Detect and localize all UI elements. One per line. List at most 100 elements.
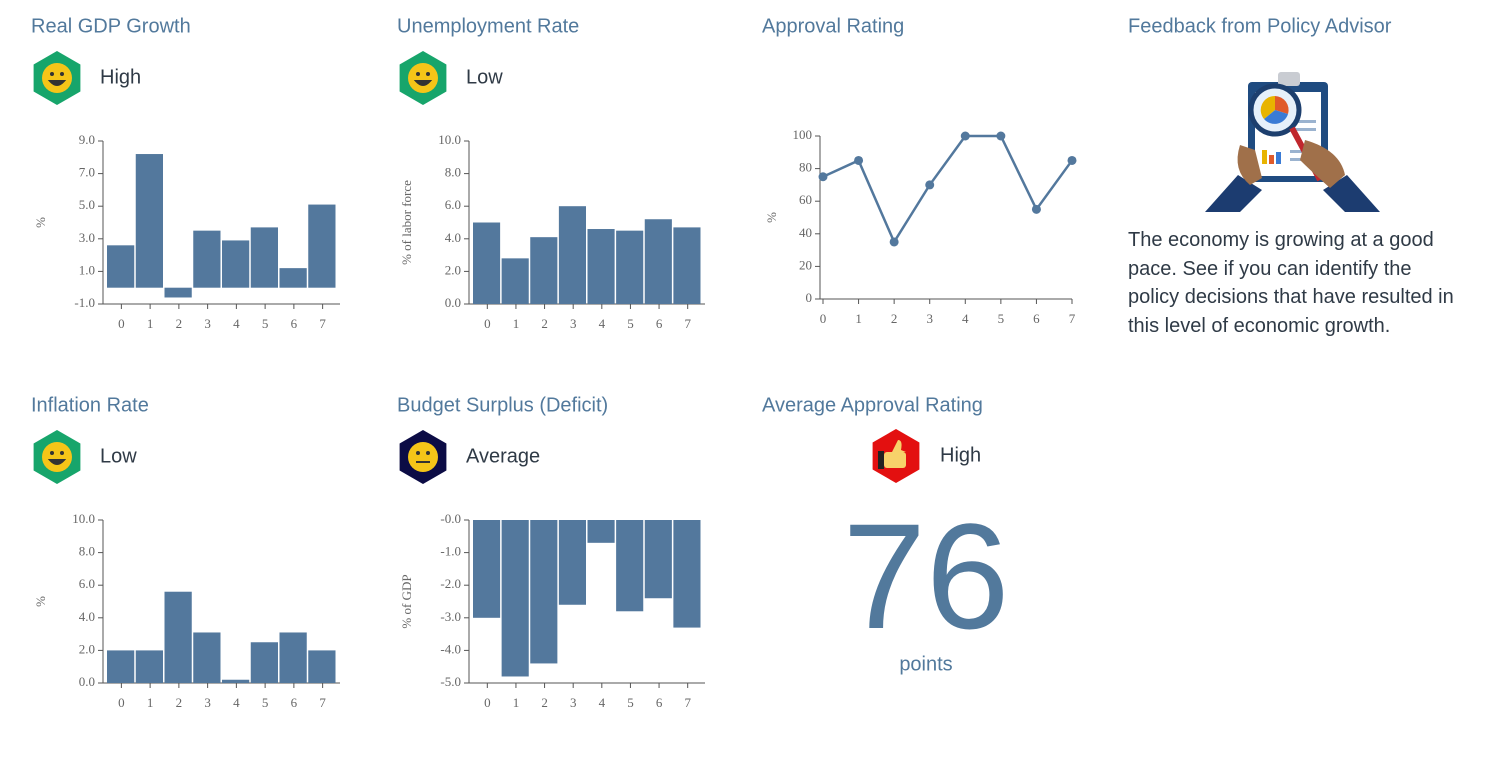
x-tick-label: 4 [233,695,240,710]
summary-status: High [940,444,981,466]
bar [530,520,558,664]
status-label: Low [466,66,503,88]
feedback-title: Feedback from Policy Advisor [1128,15,1392,37]
bar [164,591,192,683]
y-tick-label: -3.0 [440,609,461,624]
icon-eye [426,72,430,76]
chart-title: Unemployment Rate [397,15,579,37]
x-tick-label: 0 [118,695,125,710]
x-tick-label: 2 [176,695,183,710]
point [996,131,1006,141]
status-icon [33,430,81,484]
bar [616,230,644,304]
point [818,172,828,182]
y-tick-label: 20 [799,257,812,272]
bar [222,679,250,683]
y-tick-label: 6.0 [445,197,461,212]
bar [473,222,501,304]
feedback-text: The economy is growing at a good pace. S… [1128,229,1454,337]
x-tick-label: 3 [570,695,577,710]
bar [673,227,701,304]
y-tick-label: 80 [799,160,812,175]
bar [193,632,221,683]
bar [673,520,701,628]
x-tick-label: 7 [319,316,326,331]
y-tick-label: 1.0 [79,262,95,277]
x-tick-label: 6 [656,695,663,710]
y-tick-label: 3.0 [79,230,95,245]
x-tick-label: 7 [684,695,691,710]
x-tick-label: 1 [513,316,520,331]
x-tick-label: 0 [118,316,125,331]
x-tick-label: 4 [962,311,969,326]
x-tick-label: 3 [926,311,933,326]
bar [644,219,672,304]
x-tick-label: 3 [570,316,577,331]
bar [222,240,250,288]
bar [107,245,135,288]
x-tick-label: 5 [627,316,634,331]
y-tick-label: 10.0 [438,132,461,147]
icon-face [42,63,72,93]
bar [193,230,221,288]
icon-mouth [47,459,67,465]
x-tick-label: 6 [1033,311,1040,326]
x-tick-label: 7 [1069,311,1076,326]
y-tick-label: 8.0 [445,165,461,180]
y-tick-label: 40 [799,225,812,240]
y-tick-label: 0.0 [445,295,461,310]
y-tick-label: 2.0 [79,641,95,656]
status-label: Average [466,445,540,467]
bar [308,204,336,288]
x-tick-label: 5 [262,316,269,331]
chart-title: Approval Rating [762,15,904,37]
bar [501,258,529,304]
y-axis-label: % [33,596,48,607]
y-tick-label: 2.0 [445,262,461,277]
y-axis-label: % [33,217,48,228]
icon-cuff [878,451,884,469]
icon-eye [50,451,54,455]
x-tick-label: 7 [319,695,326,710]
point [854,155,864,165]
status-icon [399,51,447,105]
y-tick-label: 7.0 [79,165,95,180]
x-tick-label: 0 [484,695,491,710]
y-tick-label: 4.0 [79,609,95,624]
chart-title: Real GDP Growth [31,15,191,37]
x-tick-label: 0 [820,311,827,326]
x-tick-label: 3 [204,695,211,710]
x-tick-label: 1 [513,695,520,710]
icon-eye [426,451,430,455]
point [889,237,899,247]
icon-thumb [892,440,906,452]
icon-eye [60,72,64,76]
bar [558,206,586,304]
x-tick-label: 4 [599,695,606,710]
y-tick-label: 0.0 [79,674,95,689]
y-axis-label: % [764,212,779,223]
x-tick-label: 1 [855,311,862,326]
x-tick-label: 4 [233,316,240,331]
chart-title: Budget Surplus (Deficit) [397,394,608,416]
bar [107,650,135,683]
icon-face [408,63,438,93]
x-tick-label: 1 [147,695,154,710]
y-tick-label: 9.0 [79,132,95,147]
bar [135,154,163,288]
y-tick-label: -1.0 [440,544,461,559]
summary-value: 76 [843,492,1010,660]
bar [135,650,163,683]
icon-eye [416,451,420,455]
summary-title: Average Approval Rating [762,394,983,416]
x-tick-label: 7 [684,316,691,331]
x-tick-label: 5 [998,311,1005,326]
x-tick-label: 4 [599,316,606,331]
icon-eye [416,72,420,76]
icon-face [42,442,72,472]
bar [644,520,672,599]
y-tick-label: 0 [806,290,813,305]
point [1031,204,1041,214]
bar [616,520,644,612]
y-tick-label: 8.0 [79,544,95,559]
